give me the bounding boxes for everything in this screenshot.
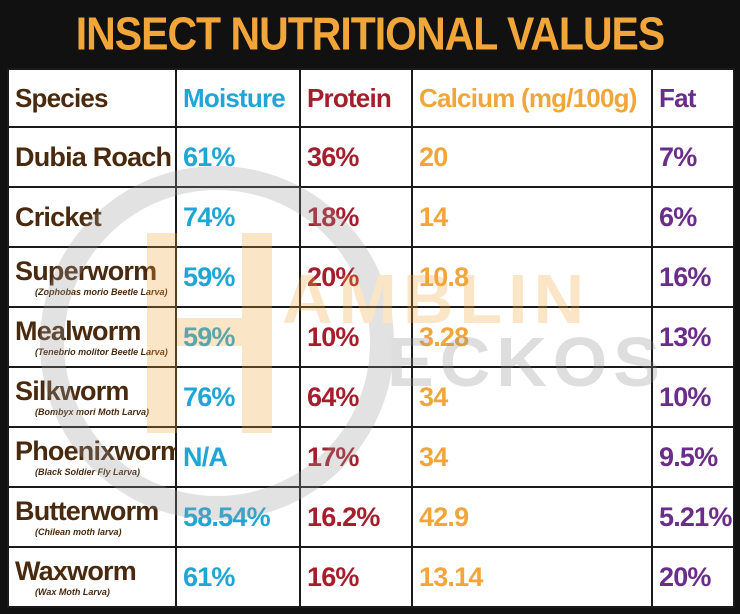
protein-cell: 36% (299, 126, 413, 188)
species-name: Dubia Roach (15, 141, 172, 172)
calcium-cell: 34 (411, 366, 653, 428)
moisture-cell: 74% (175, 186, 301, 248)
page-title: INSECT NUTRITIONAL VALUES (75, 7, 666, 60)
calcium-cell: 14 (411, 186, 653, 248)
protein-cell: 18% (299, 186, 413, 248)
header-row: Species Moisture Protein Calcium (mg/100… (7, 68, 735, 128)
table-row: Cricket 74% 18% 14 6% (7, 186, 735, 248)
species-cell: Superworm (Zophobas morio Beetle Larva) (7, 246, 177, 308)
protein-cell: 16% (299, 546, 413, 608)
species-name: Mealworm (15, 315, 141, 346)
header-fat: Fat (651, 68, 735, 128)
species-name: Silkworm (15, 375, 129, 406)
protein-cell: 17% (299, 426, 413, 488)
nutrition-table-container: Species Moisture Protein Calcium (mg/100… (7, 68, 735, 608)
species-cell: Phoenixworm (Black Soldier Fly Larva) (7, 426, 177, 488)
species-cell: Mealworm (Tenebrio molitor Beetle Larva) (7, 306, 177, 368)
header-calcium: Calcium (mg/100g) (411, 68, 653, 128)
protein-cell: 20% (299, 246, 413, 308)
species-name: Cricket (15, 201, 102, 232)
calcium-cell: 10.8 (411, 246, 653, 308)
species-cell: Cricket (7, 186, 177, 248)
table-row: Dubia Roach 61% 36% 20 7% (7, 126, 735, 188)
fat-cell: 7% (651, 126, 735, 188)
nutrition-table: Species Moisture Protein Calcium (mg/100… (7, 68, 735, 608)
moisture-cell: 61% (175, 126, 301, 188)
moisture-cell: 76% (175, 366, 301, 428)
species-cell: Silkworm (Bombyx mori Moth Larva) (7, 366, 177, 428)
table-row: Butterworm (Chilean moth larva) 58.54% 16… (7, 486, 735, 548)
species-name: Phoenixworm (15, 435, 176, 466)
species-name: Butterworm (15, 495, 159, 526)
species-scientific-name: (Wax Moth Larva) (35, 586, 110, 597)
species-name: Waxworm (15, 555, 137, 586)
species-scientific-name: (Black Soldier Fly Larva) (35, 466, 141, 477)
species-name: Superworm (15, 255, 157, 286)
calcium-cell: 13.14 (411, 546, 653, 608)
protein-cell: 10% (299, 306, 413, 368)
species-cell: Dubia Roach (7, 126, 177, 188)
header-species: Species (7, 68, 177, 128)
species-scientific-name: (Zophobas morio Beetle Larva) (35, 286, 168, 297)
table-row: Mealworm (Tenebrio molitor Beetle Larva) … (7, 306, 735, 368)
moisture-cell: 59% (175, 246, 301, 308)
table-row: Superworm (Zophobas morio Beetle Larva) 5… (7, 246, 735, 308)
fat-cell: 20% (651, 546, 735, 608)
calcium-cell: 3.28 (411, 306, 653, 368)
fat-cell: 5.21% (651, 486, 735, 548)
header-protein: Protein (299, 68, 413, 128)
table-row: Phoenixworm (Black Soldier Fly Larva) N/A… (7, 426, 735, 488)
fat-cell: 9.5% (651, 426, 735, 488)
calcium-cell: 34 (411, 426, 653, 488)
fat-cell: 10% (651, 366, 735, 428)
moisture-cell: 61% (175, 546, 301, 608)
calcium-cell: 20 (411, 126, 653, 188)
species-scientific-name: (Chilean moth larva) (35, 526, 122, 537)
fat-cell: 13% (651, 306, 735, 368)
header-moisture: Moisture (175, 68, 301, 128)
species-cell: Butterworm (Chilean moth larva) (7, 486, 177, 548)
protein-cell: 16.2% (299, 486, 413, 548)
table-row: Silkworm (Bombyx mori Moth Larva) 76% 64%… (7, 366, 735, 428)
moisture-cell: 59% (175, 306, 301, 368)
species-scientific-name: (Tenebrio molitor Beetle Larva) (35, 346, 168, 357)
protein-cell: 64% (299, 366, 413, 428)
species-scientific-name: (Bombyx mori Moth Larva) (35, 406, 150, 417)
moisture-cell: N/A (175, 426, 301, 488)
species-cell: Waxworm (Wax Moth Larva) (7, 546, 177, 608)
calcium-cell: 42.9 (411, 486, 653, 548)
fat-cell: 6% (651, 186, 735, 248)
moisture-cell: 58.54% (175, 486, 301, 548)
fat-cell: 16% (651, 246, 735, 308)
table-row: Waxworm (Wax Moth Larva) 61% 16% 13.14 20… (7, 546, 735, 608)
